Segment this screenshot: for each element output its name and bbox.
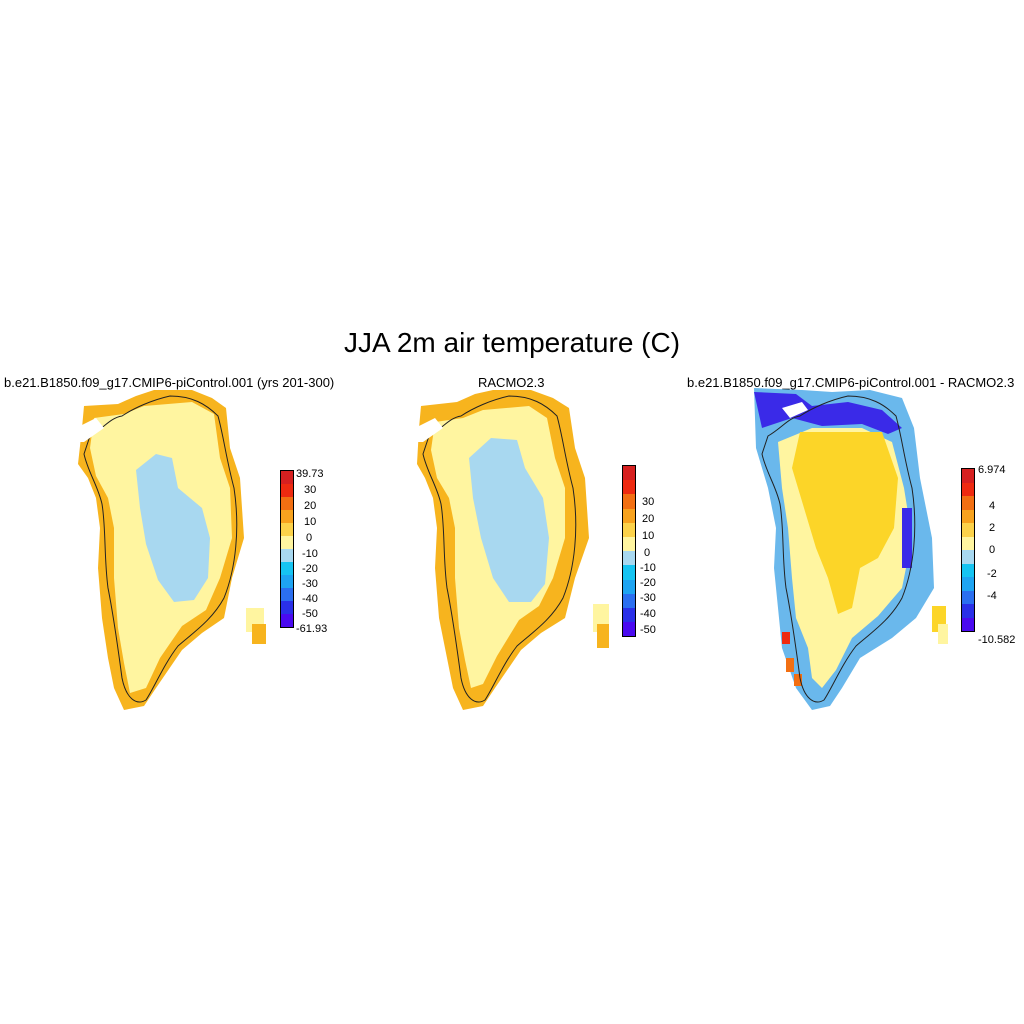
cb-label: 6.974 [978,464,1006,476]
cb-label: 0 [644,547,651,559]
cb-label: 30 [642,496,655,508]
cb-label: -10 [302,548,318,560]
panel-2-colorbar [622,465,636,637]
panel-1-coastline [83,395,238,703]
panel-1-colorbar [280,470,294,628]
cb-label: 20 [304,500,317,512]
panel-3-east-anomaly [912,528,920,568]
figure-title: JJA 2m air temperature (C) [343,327,681,358]
cb-label: -10 [640,562,656,574]
cb-label: -30 [302,578,318,590]
cb-label: 10 [642,530,655,542]
panel-2-nw-gap [415,418,443,442]
cb-label: -20 [640,577,656,589]
panel-3-map [754,388,948,710]
panel-3-interior-core [792,432,898,614]
cb-label: 0 [989,544,996,556]
panel-3-coastline [761,395,916,703]
cb-label: 10 [304,516,317,528]
panel-3-north-edge [754,392,902,434]
cb-label: 20 [642,513,655,525]
cb-label: -61.93 [296,623,328,635]
panel-3-colorbar [961,468,975,632]
cb-label: 39.73 [296,468,324,480]
panel-3-title: b.e21.B1850.f09_g17.CMIP6-piControl.001 … [687,375,1015,390]
cb-label: -20 [302,563,318,575]
panel-3-nw-gap [782,402,808,418]
panel-1-island [252,624,266,644]
panel-2-map [415,390,609,710]
cb-label: -10.582 [978,634,1016,646]
panel-3-island [938,624,948,644]
cb-label: 30 [304,484,317,496]
panel-3-east-anomaly [902,508,912,568]
panel-3-sw-anomaly [782,632,790,644]
panel-2-island [597,624,609,648]
cb-label: -50 [302,608,318,620]
cb-label: -30 [640,592,656,604]
panel-3-sw-anomaly [786,658,794,672]
cb-label: -40 [640,608,656,620]
cb-label: 2 [989,522,996,534]
cb-label: -4 [987,590,997,602]
cb-label: -40 [302,593,318,605]
cb-label: -50 [640,624,656,636]
panel-2-coastline [422,395,577,703]
panel-2-cold-core [469,438,549,602]
panel-2-title: RACMO2.3 [478,375,545,390]
cb-label: 4 [989,500,996,512]
panel-1-title: b.e21.B1850.f09_g17.CMIP6-piControl.001 … [4,375,335,390]
panel-1-map [76,390,266,710]
panel-1-nw-gap [76,418,104,442]
panel-1-cold-core [136,454,210,602]
panel-3-sw-anomaly [794,674,802,686]
cb-label: -2 [987,568,997,580]
cb-label: 0 [306,532,313,544]
